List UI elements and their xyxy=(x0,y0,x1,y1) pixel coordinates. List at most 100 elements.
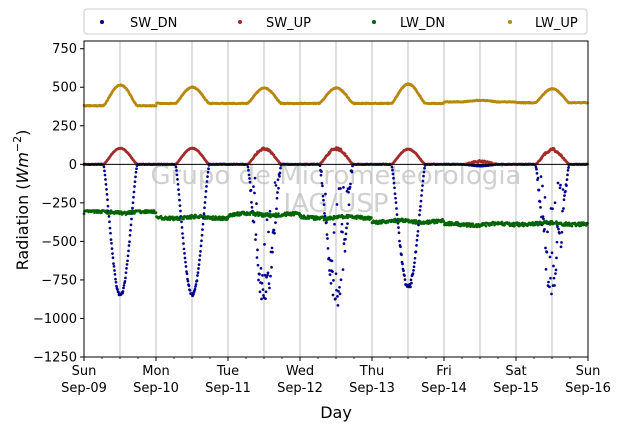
sw-dn-point xyxy=(262,294,265,297)
sw-dn-point xyxy=(343,249,347,253)
lw-dn-point xyxy=(182,217,185,221)
sw-dn-point xyxy=(420,194,423,197)
sw-dn-point xyxy=(181,232,184,235)
x-tick-label-day: Wed xyxy=(286,364,314,379)
sw-dn-point xyxy=(176,177,179,181)
sw-dn-point xyxy=(184,260,187,264)
sw-dn-point xyxy=(178,204,182,208)
sw-dn-point xyxy=(416,234,419,237)
sw-dn-point xyxy=(122,284,126,287)
sw-dn-point xyxy=(270,246,274,250)
sw-dn-point xyxy=(330,259,334,263)
sw-dn-point xyxy=(201,228,204,231)
sw-dn-point xyxy=(544,246,547,250)
sw-dn-point xyxy=(324,192,327,196)
sw-dn-point xyxy=(116,288,119,291)
sw-dn-point xyxy=(415,244,418,247)
sw-dn-point xyxy=(331,270,334,273)
sw-dn-point xyxy=(347,203,351,207)
sw-dn-point xyxy=(325,221,328,224)
sw-dn-point xyxy=(335,288,338,292)
sw-dn-point xyxy=(420,189,424,192)
sw-dn-point xyxy=(261,288,265,291)
sw-dn-point xyxy=(334,272,338,276)
sw-dn-point xyxy=(183,252,186,255)
sw-dn-point xyxy=(206,170,210,174)
sw-dn-point xyxy=(126,254,130,258)
sw-dn-point xyxy=(547,280,550,284)
sw-dn-point xyxy=(196,271,200,274)
legend-label-lw-up: LW_UP xyxy=(535,16,578,31)
sw-dn-point xyxy=(413,256,417,260)
sw-dn-point xyxy=(175,169,178,172)
sw-dn-point xyxy=(115,284,118,288)
legend-marker-sw-up xyxy=(238,20,242,24)
sw-dn-point xyxy=(206,175,209,178)
sw-dn-point xyxy=(269,274,272,278)
sw-dn-point xyxy=(129,223,133,227)
sw-dn-point xyxy=(416,229,420,233)
sw-dn-point xyxy=(203,206,206,210)
sw-dn-point xyxy=(265,218,269,222)
lw-dn-point xyxy=(550,220,554,223)
sw-dn-point xyxy=(200,233,204,237)
sw-dn-point xyxy=(277,186,280,190)
lw-dn-point xyxy=(355,217,358,220)
sw-dn-point xyxy=(563,194,566,197)
sw-dn-point xyxy=(252,220,256,224)
sw-dn-point xyxy=(338,285,341,289)
sw-dn-point xyxy=(112,265,116,268)
lw-dn-point xyxy=(584,224,588,227)
sw-dn-point xyxy=(336,294,339,298)
sw-dn-point xyxy=(182,247,186,251)
sw-dn-point xyxy=(566,173,569,177)
sw-dn-point xyxy=(323,214,327,218)
lw-dn-point xyxy=(484,224,488,228)
legend-label-lw-dn: LW_DN xyxy=(400,16,445,31)
sw-dn-point xyxy=(207,167,210,171)
sw-dn-point xyxy=(538,200,542,203)
sw-dn-point xyxy=(399,245,402,249)
x-tick-label-date: Sep-09 xyxy=(61,381,107,396)
sw-dn-point xyxy=(415,238,419,242)
sw-dn-point xyxy=(197,263,201,266)
sw-dn-point xyxy=(132,190,136,194)
sw-dn-point xyxy=(104,178,107,181)
lw-dn-point xyxy=(471,222,475,226)
lw-dn-point xyxy=(448,220,451,224)
y-tick-label: 0 xyxy=(69,158,77,173)
sw-dn-point xyxy=(204,195,207,199)
sw-dn-point xyxy=(202,212,206,215)
x-tick-label-date: Sep-16 xyxy=(565,381,611,396)
sw-dn-point xyxy=(409,285,412,289)
sw-dn-point xyxy=(250,201,253,204)
sw-dn-point xyxy=(261,274,264,277)
x-tick-label-day: Sat xyxy=(505,364,526,379)
sw-dn-point xyxy=(410,281,413,285)
y-tick-label: −1000 xyxy=(33,312,77,327)
data-points xyxy=(82,82,589,307)
sw-dn-point xyxy=(418,213,421,217)
sw-dn-point xyxy=(199,250,202,253)
sw-dn-point xyxy=(276,191,279,194)
sw-dn-point xyxy=(565,178,569,181)
sw-dn-point xyxy=(257,278,260,282)
sw-dn-point xyxy=(394,196,397,200)
sw-dn-point xyxy=(334,297,337,301)
sw-dn-point xyxy=(124,271,128,275)
sw-dn-point xyxy=(339,278,343,282)
sw-dn-point xyxy=(391,168,394,172)
sw-dn-point xyxy=(183,256,187,260)
sw-dn-point xyxy=(401,262,404,266)
sw-dn-point xyxy=(412,269,415,272)
sw-dn-point xyxy=(541,184,544,188)
sw-dn-point xyxy=(400,253,403,257)
sw-dn-point xyxy=(555,240,559,244)
sw-dn-point xyxy=(325,233,329,236)
lw-dn-point xyxy=(211,215,215,218)
sw-dn-point xyxy=(112,262,115,265)
sw-dn-point xyxy=(411,272,415,275)
sw-dn-point xyxy=(560,241,563,244)
lw-dn-point xyxy=(570,224,574,228)
sw-dn-point xyxy=(121,290,125,293)
